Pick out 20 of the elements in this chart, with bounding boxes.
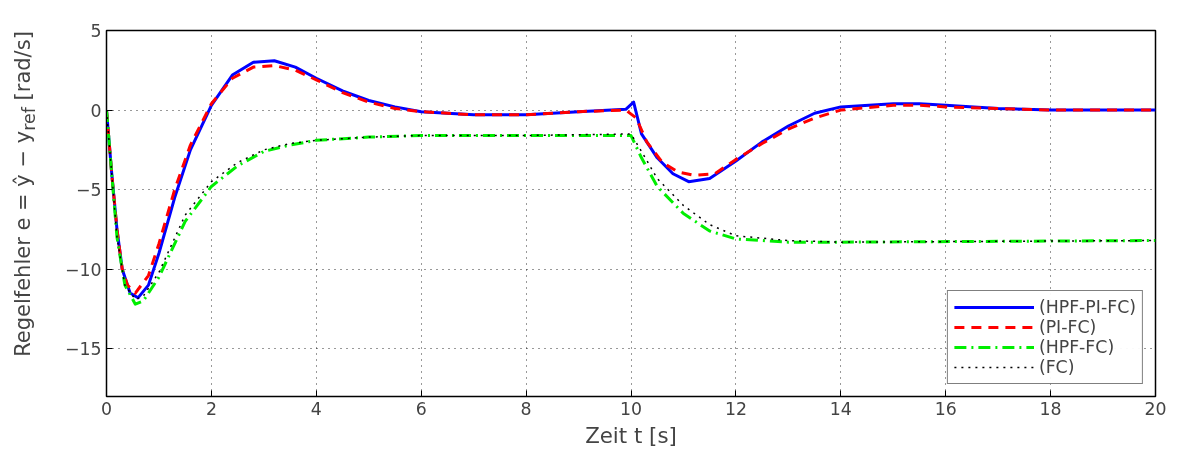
x-tick-label: 12 [724,398,747,419]
legend-label: (FC) [1038,357,1075,377]
legend-label: (HPF-PI-FC) [1038,297,1136,317]
y-tick-label: −5 [75,180,102,201]
x-tick-label: 4 [310,398,322,419]
x-tick-label: 14 [829,398,852,419]
x-axis-title: Zeit t [s] [585,422,677,448]
legend-label: (PI-FC) [1038,317,1097,337]
x-tick-label: 20 [1144,398,1167,419]
x-tick-label: 6 [415,398,427,419]
y-tick-label: −10 [64,259,102,280]
x-tick-label: 8 [520,398,532,419]
y-tick-label: 0 [90,100,102,121]
x-tick-label: 10 [619,398,643,419]
x-tick-label: 16 [934,398,957,419]
x-tick-label: 2 [205,398,217,419]
legend-label: (HPF-FC) [1038,337,1115,357]
y-tick-label: −15 [64,339,102,360]
x-tick-label: 18 [1039,398,1062,419]
y-tick-label: 5 [90,21,102,41]
